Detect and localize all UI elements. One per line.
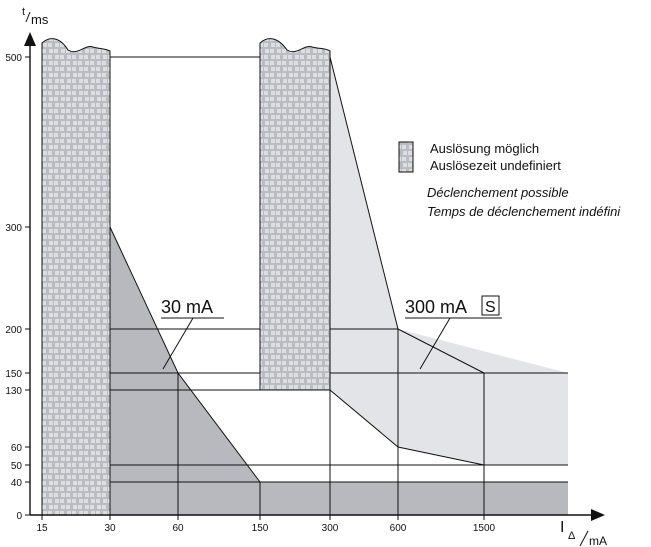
label-300ma-pointer — [419, 317, 451, 370]
selective-badge-text: S — [485, 299, 496, 316]
y-tick-label: 130 — [5, 386, 22, 397]
x-tick-label: 300 — [322, 523, 339, 534]
x-axis-label-main: I — [560, 519, 564, 536]
y-tick-label: 200 — [5, 325, 22, 336]
y-tick-label: 0 — [16, 511, 22, 522]
y-axis-label-top: t — [22, 6, 25, 18]
y-axis-label: t ms — [22, 6, 49, 27]
area-30ma — [110, 227, 568, 515]
x-tick-label: 60 — [172, 523, 184, 534]
x-tick-label: 15 — [36, 523, 48, 534]
label-30ma-text: 30 mA — [161, 297, 213, 317]
y-axis-label-bottom: ms — [31, 12, 49, 27]
x-axis-label-sub: Δ — [568, 530, 576, 542]
legend: Auslösung möglich Auslösezeit undefinier… — [398, 141, 621, 219]
axes — [29, 44, 592, 516]
legend-fr-line2: Temps de déclenchement indéfini — [427, 204, 621, 219]
y-tick-labels: 0 40 50 60 130 150 200 300 500 — [5, 53, 22, 522]
curve-lines — [109, 56, 485, 483]
y-tick-label: 500 — [5, 53, 22, 64]
x-axis-label-unit: mA — [589, 534, 607, 547]
label-300ma-text: 300 mA — [405, 297, 467, 317]
undefined-bands — [41, 38, 331, 516]
undefined-band-left — [41, 38, 111, 516]
undefined-band-right — [259, 38, 331, 391]
y-tick-label: 150 — [5, 369, 22, 380]
x-tick-label: 1500 — [473, 523, 496, 534]
legend-swatch — [398, 141, 414, 173]
label-30ma: 30 mA — [161, 297, 224, 370]
legend-de-line1: Auslösung möglich — [430, 141, 539, 156]
y-tick-label: 300 — [5, 223, 22, 234]
y-ticks — [25, 56, 30, 516]
curve-30ma-upper — [109, 226, 261, 483]
legend-de-line2: Auslösezeit undefiniert — [430, 158, 561, 173]
x-tick-labels: 15 30 60 150 300 600 1500 — [36, 523, 495, 534]
area-300ma — [330, 57, 568, 465]
regions — [110, 57, 568, 515]
x-tick-label: 150 — [252, 523, 269, 534]
x-ticks — [41, 515, 485, 520]
y-tick-label: 60 — [11, 443, 23, 454]
label-30ma-pointer — [162, 317, 194, 370]
y-tick-label: 40 — [11, 478, 23, 489]
x-tick-label: 30 — [104, 523, 116, 534]
curve-300ma-lower — [329, 389, 485, 466]
y-axis-arrow — [24, 32, 36, 46]
legend-fr-line1: Déclenchement possible — [427, 185, 569, 200]
x-axis-arrow — [591, 509, 605, 521]
x-axis-label: I Δ mA — [560, 519, 607, 547]
x-tick-label: 600 — [390, 523, 407, 534]
curve-300ma-upper — [329, 56, 485, 374]
selective-badge — [481, 295, 500, 316]
label-300ma: 300 mA S — [405, 295, 502, 370]
y-tick-label: 50 — [11, 461, 23, 472]
